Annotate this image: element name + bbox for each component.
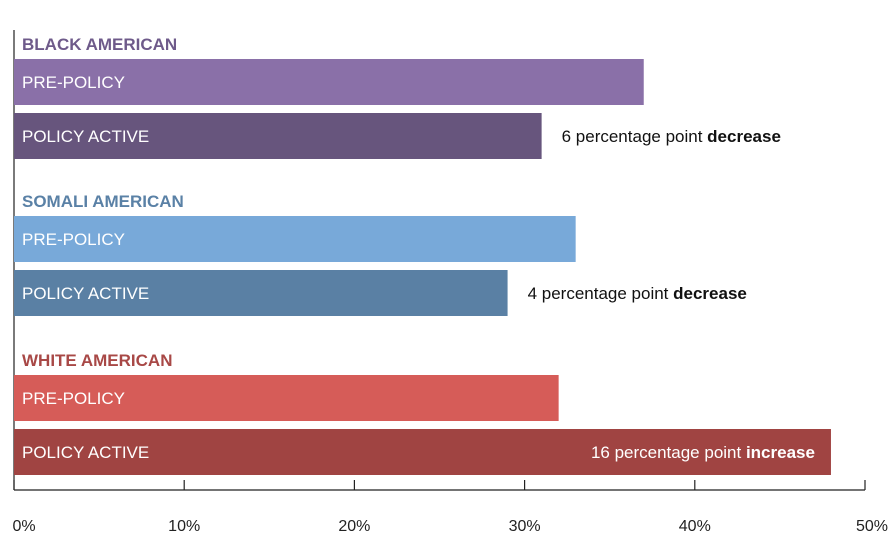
group-title: WHITE AMERICAN: [22, 351, 172, 370]
annotation-text: 6 percentage point: [562, 127, 708, 146]
x-tick-label: 20%: [338, 518, 370, 535]
bar-label: PRE-POLICY: [22, 389, 125, 408]
annotation-emphasis: decrease: [707, 127, 781, 146]
annotation-text: 4 percentage point: [528, 284, 674, 303]
annotation: 16 percentage point increase: [591, 443, 815, 462]
x-tick-label: 50%: [856, 518, 888, 535]
annotation-text: 16 percentage point: [591, 443, 746, 462]
x-tick-label: 40%: [679, 518, 711, 535]
bar: [14, 59, 644, 105]
bar-label: PRE-POLICY: [22, 73, 125, 92]
annotation: 6 percentage point decrease: [562, 127, 781, 146]
annotation-emphasis: decrease: [673, 284, 747, 303]
bar: [14, 113, 542, 159]
bar: [14, 270, 508, 316]
bar: [14, 375, 559, 421]
bar-label: POLICY ACTIVE: [22, 284, 149, 303]
bar: [14, 429, 831, 475]
bar-label: PRE-POLICY: [22, 230, 125, 249]
group-title: BLACK AMERICAN: [22, 35, 177, 54]
bar-label: POLICY ACTIVE: [22, 443, 149, 462]
bar-label: POLICY ACTIVE: [22, 127, 149, 146]
annotation: 4 percentage point decrease: [528, 284, 747, 303]
group-title: SOMALI AMERICAN: [22, 192, 184, 211]
bar: [14, 216, 576, 262]
x-tick-label: 0%: [12, 518, 35, 535]
annotation-emphasis: increase: [746, 443, 815, 462]
x-tick-label: 10%: [168, 518, 200, 535]
x-tick-label: 30%: [509, 518, 541, 535]
